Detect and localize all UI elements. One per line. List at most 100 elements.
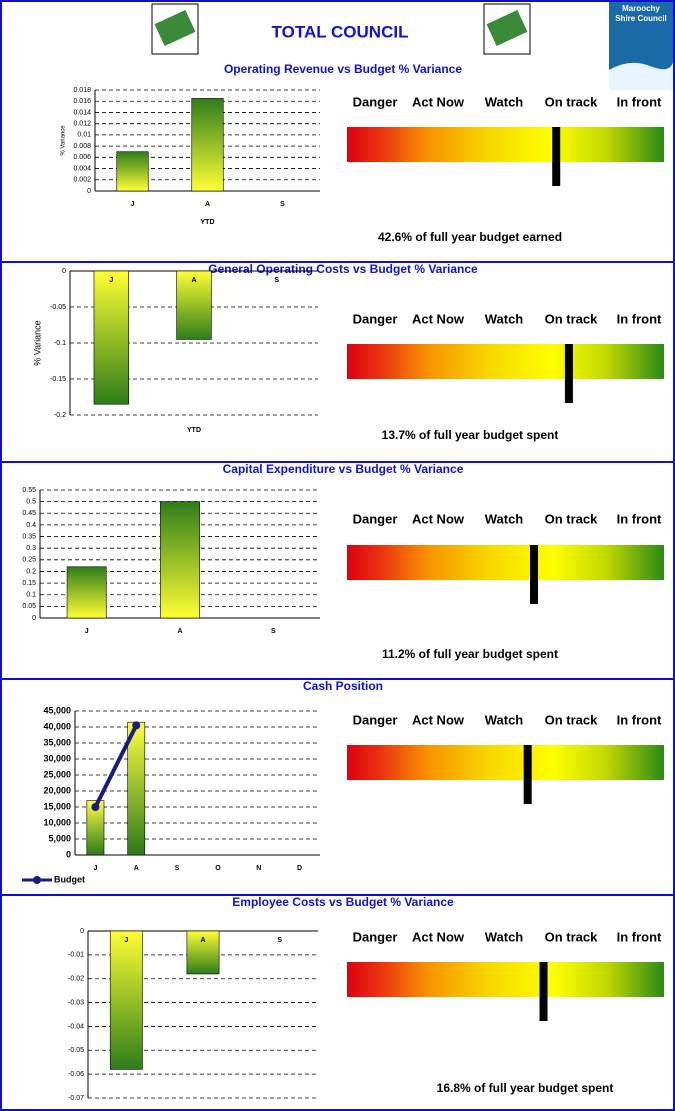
bar — [94, 271, 129, 404]
gauge-label: Act Now — [412, 712, 465, 727]
gauge-bar — [347, 962, 664, 997]
y-tick-label: -0.2 — [54, 412, 66, 419]
gauge-label: Act Now — [412, 511, 465, 526]
y-tick-label: -0.07 — [68, 1095, 84, 1102]
x-tick-label: N — [256, 865, 261, 872]
y-tick-label: 0.008 — [73, 143, 91, 150]
line-marker — [132, 721, 140, 729]
gauge-label: Danger — [353, 511, 398, 526]
gauge-label: Danger — [353, 311, 398, 326]
gauge-label: In front — [617, 712, 662, 727]
x-tick-label: S — [280, 201, 285, 208]
y-tick-label: -0.02 — [68, 976, 84, 983]
y-tick-label: 0 — [62, 268, 66, 275]
gauge-bar — [347, 344, 664, 379]
y-tick-label: 0.55 — [22, 487, 36, 494]
y-tick-label: 10,000 — [43, 817, 71, 827]
gauge-needle — [530, 545, 538, 604]
x-tick-label: A — [191, 277, 196, 284]
x-tick-label: S — [271, 628, 276, 635]
gauge-label: On track — [545, 311, 599, 326]
y-tick-label: 0 — [80, 928, 84, 935]
x-tick-label: S — [175, 865, 180, 872]
x-tick-label: O — [215, 865, 221, 872]
y-tick-label: 0.014 — [73, 109, 91, 116]
y-tick-label: 0.002 — [73, 177, 91, 184]
x-tick-label: A — [200, 937, 205, 944]
y-tick-label: 0.016 — [73, 98, 91, 105]
y-tick-label: -0.04 — [68, 1023, 84, 1030]
x-tick-label: J — [93, 865, 97, 872]
y-tick-label: -0.01 — [68, 952, 84, 959]
budget-note: 16.8% of full year budget spent — [437, 1081, 614, 1095]
x-tick-label: D — [297, 865, 302, 872]
y-tick-label: -0.06 — [68, 1071, 84, 1078]
dashboard: TOTAL COUNCIL Maroochy Shire Council Ope… — [0, 0, 675, 1111]
y-axis-title: % Variance — [61, 125, 67, 156]
gauge-label: Danger — [353, 94, 398, 109]
gauge-needle — [540, 962, 548, 1021]
bar — [128, 722, 145, 855]
budget-note: 13.7% of full year budget spent — [382, 428, 559, 442]
gauge-label: Act Now — [412, 929, 465, 944]
gauge-label: Danger — [353, 712, 398, 727]
y-tick-label: -0.05 — [50, 304, 66, 311]
bar — [160, 502, 199, 618]
y-tick-label: 0.4 — [26, 522, 36, 529]
y-tick-label: 0.004 — [73, 165, 91, 172]
legend-marker — [33, 876, 41, 884]
y-tick-label: -0.1 — [54, 340, 66, 347]
y-tick-label: 20,000 — [43, 785, 71, 795]
y-tick-label: -0.03 — [68, 999, 84, 1006]
gauge-bar — [347, 545, 664, 580]
x-tick-label: A — [134, 865, 139, 872]
y-tick-label: 0.35 — [22, 533, 36, 540]
x-tick-label: S — [274, 277, 279, 284]
logo-text: Shire Council — [615, 14, 667, 23]
bar — [192, 98, 224, 191]
y-tick-label: 0.1 — [26, 592, 36, 599]
gauge-label: Watch — [485, 929, 524, 944]
y-tick-label: 0 — [87, 188, 91, 195]
y-tick-label: 0 — [66, 849, 71, 859]
gauge-label: In front — [617, 929, 662, 944]
y-axis-title: % Variance — [32, 320, 42, 365]
legend-label: Budget — [54, 874, 85, 884]
gauge-label: Act Now — [412, 311, 465, 326]
gauge-label: On track — [545, 511, 599, 526]
panel-title: Cash Position — [303, 679, 383, 693]
gauge-label: Watch — [485, 94, 524, 109]
gauge-label: On track — [545, 94, 599, 109]
x-axis-title: YTD — [187, 427, 201, 434]
y-tick-label: 30,000 — [43, 753, 71, 763]
panel-title: Employee Costs vs Budget % Variance — [232, 895, 454, 909]
budget-note: 11.2% of full year budget spent — [382, 647, 558, 661]
bar — [117, 152, 149, 191]
y-tick-label: 0.3 — [26, 545, 36, 552]
line-marker — [91, 803, 99, 811]
y-tick-label: 0.012 — [73, 121, 91, 128]
gauge-needle — [524, 745, 532, 804]
gauge-label: Act Now — [412, 94, 465, 109]
x-tick-label: S — [277, 937, 282, 944]
panel-title: Capital Expenditure vs Budget % Variance — [223, 462, 464, 476]
y-tick-label: 40,000 — [43, 721, 71, 731]
y-tick-label: 35,000 — [43, 737, 71, 747]
y-tick-label: 0.2 — [26, 568, 36, 575]
x-tick-label: A — [205, 201, 210, 208]
gauge-needle — [565, 344, 573, 403]
budget-note: 42.6% of full year budget earned — [378, 230, 562, 244]
x-tick-label: J — [109, 277, 113, 284]
gauge-label: On track — [545, 929, 599, 944]
y-tick-label: -0.15 — [50, 376, 66, 383]
y-tick-label: 0.45 — [22, 510, 36, 517]
gauge-label: In front — [617, 511, 662, 526]
x-tick-label: J — [131, 201, 135, 208]
gauge-label: In front — [617, 94, 662, 109]
panel-title: General Operating Costs vs Budget % Vari… — [208, 262, 478, 276]
gauge-needle — [552, 127, 560, 186]
x-tick-label: J — [85, 628, 89, 635]
y-tick-label: 0.5 — [26, 498, 36, 505]
gauge-label: Watch — [485, 511, 524, 526]
x-tick-label: J — [124, 937, 128, 944]
